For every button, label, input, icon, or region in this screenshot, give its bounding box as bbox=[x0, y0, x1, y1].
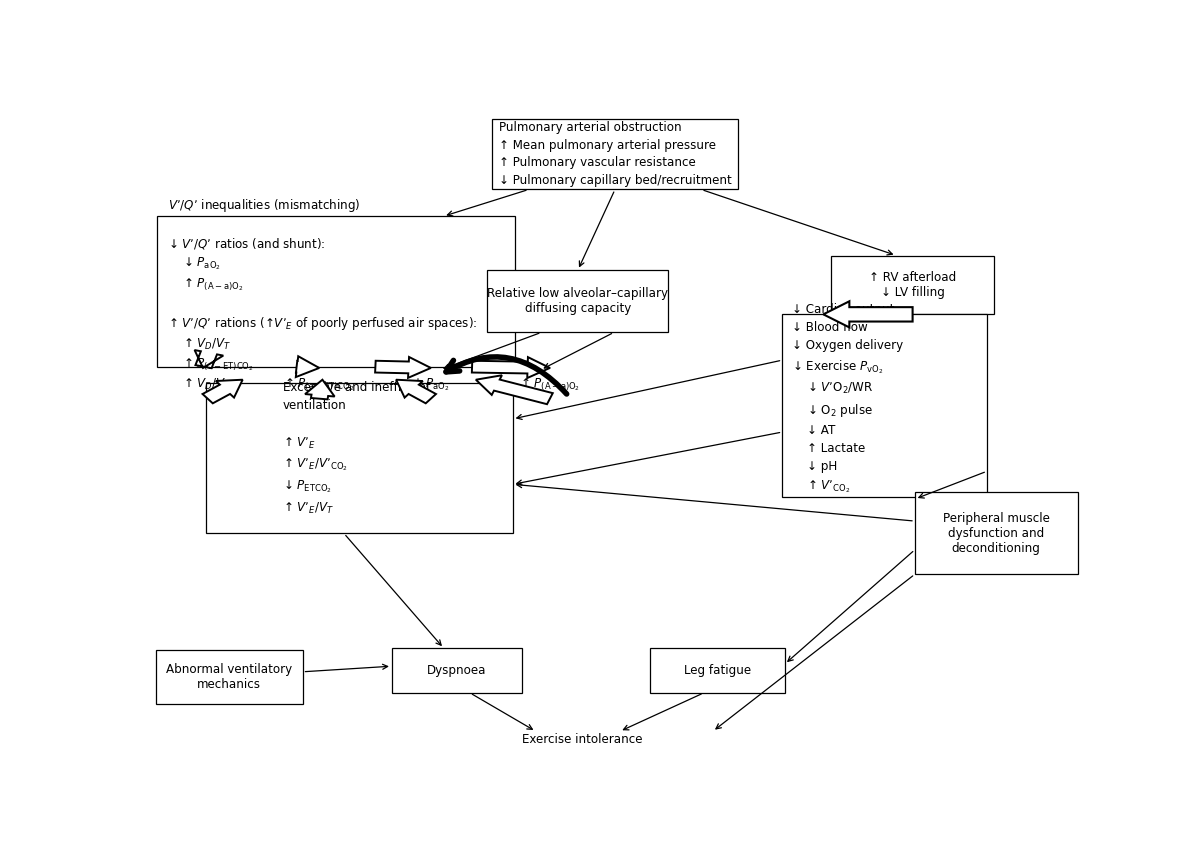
Bar bbox=[206, 383, 512, 533]
Text: ↓ Cardiac output
↓ Blood flow
↓ Oxygen delivery
↓ Exercise $P_{\mathrm{vO_2}}$
 : ↓ Cardiac output ↓ Blood flow ↓ Oxygen d… bbox=[792, 303, 902, 496]
Bar bbox=[156, 650, 302, 704]
Bar bbox=[391, 649, 522, 693]
Bar bbox=[157, 216, 515, 367]
Polygon shape bbox=[376, 357, 431, 378]
Bar bbox=[782, 314, 986, 498]
Polygon shape bbox=[472, 357, 550, 378]
Text: ↑ $V_D/V_T$: ↑ $V_D/V_T$ bbox=[184, 377, 232, 392]
Text: ↑ $P_{\mathrm{(a-ET)CO_2}}$: ↑ $P_{\mathrm{(a-ET)CO_2}}$ bbox=[284, 376, 354, 392]
Bar bbox=[492, 119, 738, 189]
Polygon shape bbox=[295, 357, 319, 377]
Polygon shape bbox=[203, 380, 242, 403]
Polygon shape bbox=[194, 350, 223, 368]
Polygon shape bbox=[396, 380, 436, 403]
Polygon shape bbox=[476, 375, 553, 404]
Polygon shape bbox=[823, 301, 912, 328]
Text: Peripheral muscle
dysfunction and
deconditioning: Peripheral muscle dysfunction and decond… bbox=[943, 512, 1050, 555]
Text: ↑ $P_{\mathrm{(A-a)O_2}}$: ↑ $P_{\mathrm{(A-a)O_2}}$ bbox=[520, 376, 580, 392]
Text: Leg fatigue: Leg fatigue bbox=[684, 664, 751, 678]
Bar bbox=[650, 649, 785, 693]
Bar bbox=[487, 270, 668, 332]
Polygon shape bbox=[305, 380, 335, 399]
Bar bbox=[832, 256, 994, 314]
Text: Relative low alveolar–capillary
diffusing capacity: Relative low alveolar–capillary diffusin… bbox=[487, 287, 668, 315]
Text: Abnormal ventilatory
mechanics: Abnormal ventilatory mechanics bbox=[166, 663, 292, 691]
Text: Excessive and inefficient
ventilation

↑ $\it{V}$’$_E$
↑ $\it{V}$’$_E$/$\it{V}$’: Excessive and inefficient ventilation ↑ … bbox=[282, 381, 431, 515]
Text: ↑ RV afterload
↓ LV filling: ↑ RV afterload ↓ LV filling bbox=[869, 271, 956, 299]
Text: Exercise intolerance: Exercise intolerance bbox=[522, 733, 643, 745]
Text: Dyspnoea: Dyspnoea bbox=[427, 664, 487, 678]
Text: ↓ $P_{\mathrm{aO_2}}$: ↓ $P_{\mathrm{aO_2}}$ bbox=[412, 376, 450, 392]
Bar bbox=[914, 492, 1078, 574]
Text: Pulmonary arterial obstruction
↑ Mean pulmonary arterial pressure
↑ Pulmonary va: Pulmonary arterial obstruction ↑ Mean pu… bbox=[499, 121, 731, 187]
Text: $\it{V}$’/$\it{Q}$’ inequalities (mismatching)

↓ $\it{V}$’/$\it{Q}$’ ratios (an: $\it{V}$’/$\it{Q}$’ inequalities (mismat… bbox=[168, 197, 478, 374]
